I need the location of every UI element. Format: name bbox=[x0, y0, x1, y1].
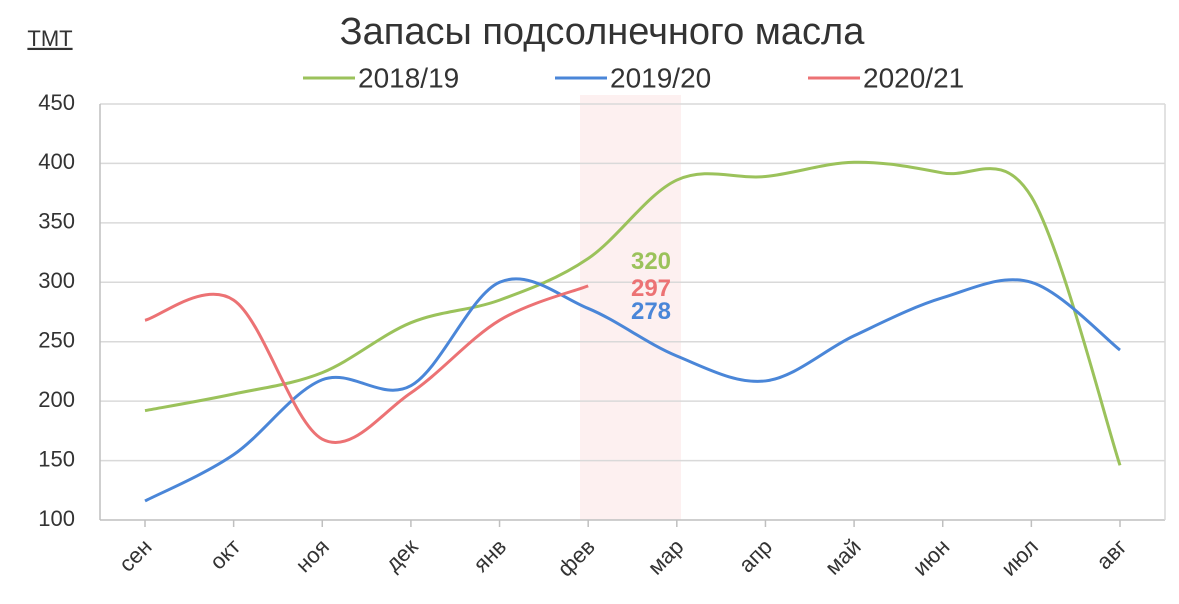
y-tick-label: 400 bbox=[38, 149, 75, 174]
x-tick-label: июл bbox=[996, 534, 1043, 581]
line-series bbox=[144, 160, 1122, 466]
line-series bbox=[144, 277, 1121, 503]
y-tick-label: 150 bbox=[38, 446, 75, 471]
x-tick-label: дек bbox=[380, 534, 422, 576]
x-tick-label: июн bbox=[908, 534, 955, 581]
highlight-band bbox=[580, 95, 681, 520]
legend-label: 2018/19 bbox=[358, 62, 459, 93]
y-tick-label: 300 bbox=[38, 268, 75, 293]
y-tick-label: 100 bbox=[38, 506, 75, 531]
y-axis-label: ТМТ bbox=[27, 26, 72, 51]
line-series bbox=[144, 284, 589, 444]
x-tick-label: апр bbox=[734, 534, 777, 577]
x-tick-label: янв bbox=[468, 534, 511, 577]
x-tick-label: май bbox=[820, 534, 866, 580]
legend-label: 2019/20 bbox=[610, 62, 711, 93]
x-tick-label: ноя bbox=[291, 534, 334, 577]
x-tick-label: мар bbox=[643, 534, 689, 580]
x-tick-label: авг bbox=[1091, 534, 1131, 574]
x-tick-label: фев bbox=[552, 534, 599, 581]
y-tick-label: 350 bbox=[38, 209, 75, 234]
data-label: 297 bbox=[631, 275, 671, 302]
data-label: 320 bbox=[631, 248, 671, 275]
y-tick-label: 250 bbox=[38, 328, 75, 353]
y-tick-label: 200 bbox=[38, 387, 75, 412]
data-label: 278 bbox=[631, 298, 671, 325]
x-tick-label: сен bbox=[114, 534, 157, 577]
chart-title: Запасы подсолнечного масла bbox=[340, 11, 866, 53]
x-tick-label: окт bbox=[205, 534, 245, 574]
legend-label: 2020/21 bbox=[863, 62, 964, 93]
y-tick-label: 450 bbox=[38, 90, 75, 115]
